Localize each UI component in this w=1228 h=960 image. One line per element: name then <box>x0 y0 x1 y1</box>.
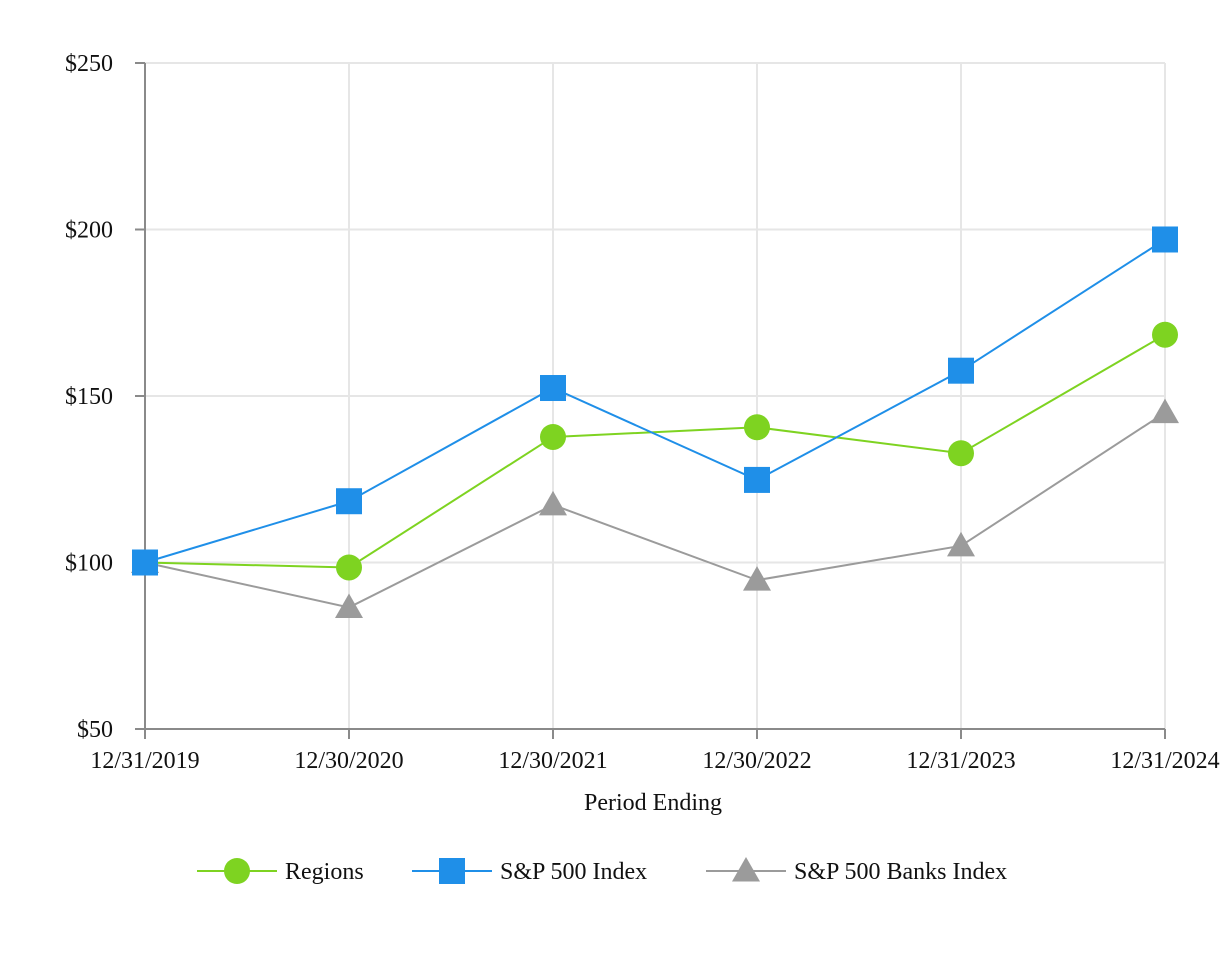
legend-label: Regions <box>285 859 364 885</box>
x-ticks: 12/31/2019 12/30/2020 12/30/2021 12/30/2022… <box>90 729 1220 774</box>
y-tick-label: $50 <box>77 717 113 743</box>
legend-marker <box>439 858 465 884</box>
legend-label: S&P 500 Index <box>500 859 647 885</box>
data-point <box>336 488 362 515</box>
y-tick-label: $250 <box>65 51 113 77</box>
x-tick-label: 12/30/2022 <box>702 748 811 774</box>
data-point <box>744 466 770 493</box>
data-point <box>132 549 158 576</box>
legend-marker <box>732 857 760 882</box>
legend: Regions S&P 500 Index S&P 500 Banks Index <box>197 857 1007 885</box>
legend-item: Regions <box>197 858 364 885</box>
x-tick-label: 12/30/2020 <box>294 748 403 774</box>
data-point <box>948 357 974 384</box>
series-line <box>144 411 1166 609</box>
grid <box>145 62 1166 729</box>
series-line <box>144 238 1166 564</box>
legend-item: S&P 500 Index <box>412 858 647 885</box>
data-point <box>540 423 566 450</box>
y-tick-label: $150 <box>65 384 113 410</box>
series-s-p-500-index <box>132 226 1178 576</box>
y-tick-label: $100 <box>65 551 113 577</box>
x-tick-label: 12/31/2023 <box>906 748 1015 774</box>
x-tick-label: 12/31/2024 <box>1110 748 1219 774</box>
legend-label: S&P 500 Banks Index <box>794 859 1007 885</box>
series-line <box>144 333 1166 569</box>
legend-marker <box>224 858 250 884</box>
series-group <box>131 226 1179 618</box>
data-point <box>1152 226 1178 253</box>
data-point <box>335 593 363 618</box>
data-point <box>336 554 362 581</box>
x-tick-label: 12/31/2019 <box>90 748 199 774</box>
data-point <box>539 490 567 516</box>
data-point <box>540 375 566 402</box>
data-point <box>948 440 974 467</box>
data-point <box>744 414 770 441</box>
data-point <box>743 566 771 591</box>
y-tick-label: $200 <box>65 218 113 244</box>
data-point <box>947 531 975 557</box>
legend-item: S&P 500 Banks Index <box>706 857 1007 885</box>
y-ticks: $50 $100 $150 $200 $250 <box>65 51 145 743</box>
data-point <box>1152 321 1178 348</box>
x-axis-title: Period Ending <box>584 790 722 816</box>
x-tick-label: 12/30/2021 <box>498 748 607 774</box>
data-point <box>1151 398 1179 424</box>
